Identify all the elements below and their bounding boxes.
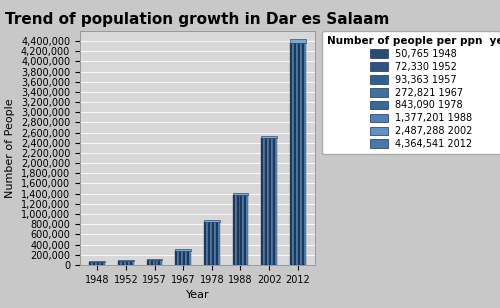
Bar: [269, 138, 271, 265]
Bar: [146, 260, 148, 265]
Bar: [120, 261, 122, 265]
Bar: [273, 138, 275, 265]
Bar: [265, 138, 267, 265]
Bar: [238, 195, 240, 265]
Bar: [99, 262, 101, 265]
Bar: [185, 251, 187, 265]
Bar: [176, 251, 178, 265]
Bar: [90, 262, 92, 265]
Bar: [304, 43, 306, 265]
Bar: [95, 262, 97, 265]
Bar: [294, 43, 296, 265]
Bar: [298, 43, 300, 265]
Bar: [300, 43, 302, 265]
Bar: [152, 260, 154, 265]
Bar: [103, 262, 105, 265]
Bar: [244, 195, 246, 265]
Bar: [290, 43, 292, 265]
Bar: [187, 251, 189, 265]
Bar: [206, 222, 208, 265]
Bar: [218, 222, 220, 265]
Bar: [263, 138, 265, 265]
Bar: [160, 260, 162, 265]
Bar: [267, 138, 269, 265]
Bar: [296, 43, 298, 265]
Bar: [302, 43, 304, 265]
Bar: [101, 262, 103, 265]
Bar: [150, 260, 152, 265]
Bar: [148, 260, 150, 265]
Bar: [234, 195, 236, 265]
Bar: [183, 251, 185, 265]
Bar: [146, 259, 162, 260]
Bar: [178, 251, 179, 265]
Bar: [118, 260, 134, 261]
Bar: [271, 138, 273, 265]
Bar: [94, 262, 95, 265]
Bar: [128, 261, 130, 265]
Bar: [212, 222, 214, 265]
Y-axis label: Number of People: Number of People: [6, 98, 16, 198]
Bar: [130, 261, 132, 265]
Bar: [122, 261, 124, 265]
Bar: [216, 222, 218, 265]
Bar: [132, 261, 134, 265]
Bar: [156, 260, 158, 265]
Bar: [290, 39, 306, 43]
Bar: [210, 222, 212, 265]
Bar: [189, 251, 191, 265]
Bar: [232, 195, 234, 265]
Legend: 50,765 1948, 72,330 1952, 93,363 1957, 272,821 1967, 843,090 1978, 1,377,201 198: 50,765 1948, 72,330 1952, 93,363 1957, 2…: [322, 31, 500, 154]
Bar: [240, 195, 242, 265]
Bar: [92, 262, 94, 265]
Bar: [292, 43, 294, 265]
Bar: [242, 195, 244, 265]
Bar: [126, 261, 128, 265]
Bar: [262, 138, 263, 265]
Bar: [154, 260, 156, 265]
Title: Trend of population growth in Dar es Salaam: Trend of population growth in Dar es Sal…: [6, 12, 390, 27]
Bar: [90, 261, 105, 262]
Bar: [246, 195, 248, 265]
X-axis label: Year: Year: [186, 290, 210, 300]
Bar: [204, 222, 206, 265]
Bar: [236, 195, 238, 265]
Bar: [179, 251, 181, 265]
Bar: [158, 260, 160, 265]
Bar: [262, 136, 277, 138]
Bar: [118, 261, 120, 265]
Bar: [124, 261, 126, 265]
Bar: [214, 222, 216, 265]
Bar: [275, 138, 277, 265]
Bar: [97, 262, 99, 265]
Bar: [232, 193, 248, 195]
Bar: [208, 222, 210, 265]
Bar: [181, 251, 183, 265]
Bar: [204, 221, 220, 222]
Bar: [176, 249, 191, 251]
